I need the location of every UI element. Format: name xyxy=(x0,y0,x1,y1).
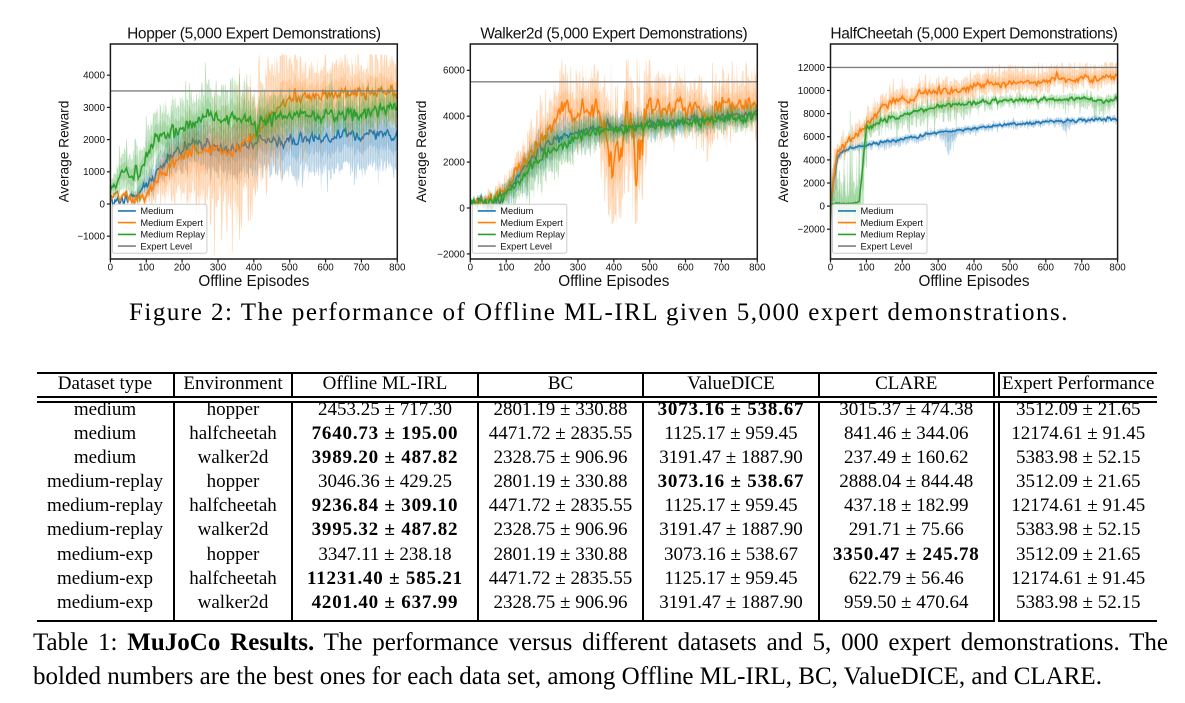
svg-text:2000: 2000 xyxy=(803,178,825,189)
svg-text:4000: 4000 xyxy=(803,155,825,166)
svg-text:Average Reward: Average Reward xyxy=(414,101,429,203)
svg-text:200: 200 xyxy=(174,262,191,273)
svg-text:100: 100 xyxy=(498,262,515,273)
svg-text:−2000: −2000 xyxy=(437,249,465,260)
svg-text:2000: 2000 xyxy=(443,158,465,169)
svg-text:Medium: Medium xyxy=(140,206,173,216)
svg-text:Medium Expert: Medium Expert xyxy=(861,218,924,228)
svg-text:0: 0 xyxy=(459,203,465,214)
svg-text:Expert Level: Expert Level xyxy=(140,241,192,251)
svg-text:Hopper (5,000 Expert Demonstra: Hopper (5,000 Expert Demonstrations) xyxy=(127,26,381,43)
svg-text:100: 100 xyxy=(858,262,875,273)
svg-text:12000: 12000 xyxy=(798,63,826,74)
svg-text:0: 0 xyxy=(820,202,826,213)
svg-text:300: 300 xyxy=(930,262,947,273)
svg-text:0: 0 xyxy=(828,262,834,273)
svg-text:400: 400 xyxy=(606,262,623,273)
svg-text:Medium Replay: Medium Replay xyxy=(500,230,565,240)
svg-text:Walker2d (5,000 Expert Demonst: Walker2d (5,000 Expert Demonstrations) xyxy=(480,26,747,43)
svg-text:Medium: Medium xyxy=(861,206,894,216)
svg-text:Expert Level: Expert Level xyxy=(500,241,552,251)
svg-text:Offline Episodes: Offline Episodes xyxy=(918,273,1029,290)
svg-text:4000: 4000 xyxy=(83,71,105,82)
svg-text:Average Reward: Average Reward xyxy=(776,101,791,203)
svg-text:500: 500 xyxy=(1002,262,1019,273)
svg-text:300: 300 xyxy=(210,262,227,273)
svg-text:Offline Episodes: Offline Episodes xyxy=(198,273,309,290)
svg-text:800: 800 xyxy=(749,262,766,273)
svg-text:8000: 8000 xyxy=(803,109,825,120)
svg-text:Expert Level: Expert Level xyxy=(861,241,913,251)
svg-text:−1000: −1000 xyxy=(77,232,105,243)
svg-text:300: 300 xyxy=(570,262,587,273)
svg-text:400: 400 xyxy=(966,262,983,273)
svg-text:800: 800 xyxy=(389,262,406,273)
svg-text:600: 600 xyxy=(677,262,694,273)
svg-text:−2000: −2000 xyxy=(797,225,825,236)
svg-text:700: 700 xyxy=(1074,262,1091,273)
svg-text:6000: 6000 xyxy=(443,66,465,77)
svg-text:100: 100 xyxy=(138,262,155,273)
svg-text:0: 0 xyxy=(99,199,105,210)
svg-text:2000: 2000 xyxy=(83,135,105,146)
svg-text:Offline Episodes: Offline Episodes xyxy=(558,273,669,290)
svg-text:Medium: Medium xyxy=(500,206,533,216)
svg-text:400: 400 xyxy=(246,262,263,273)
svg-text:0: 0 xyxy=(108,262,114,273)
svg-text:Medium Replay: Medium Replay xyxy=(861,230,926,240)
svg-text:6000: 6000 xyxy=(803,132,825,143)
svg-text:600: 600 xyxy=(1038,262,1055,273)
svg-text:800: 800 xyxy=(1109,262,1126,273)
svg-text:Medium Expert: Medium Expert xyxy=(500,218,563,228)
svg-text:4000: 4000 xyxy=(443,112,465,123)
svg-text:200: 200 xyxy=(534,262,551,273)
svg-text:700: 700 xyxy=(713,262,730,273)
svg-text:200: 200 xyxy=(894,262,911,273)
svg-text:700: 700 xyxy=(353,262,370,273)
svg-text:Medium Replay: Medium Replay xyxy=(140,230,205,240)
svg-text:Medium Expert: Medium Expert xyxy=(140,218,203,228)
svg-text:3000: 3000 xyxy=(83,103,105,114)
svg-text:500: 500 xyxy=(642,262,659,273)
svg-text:0: 0 xyxy=(468,262,474,273)
svg-text:HalfCheetah (5,000 Expert Demo: HalfCheetah (5,000 Expert Demonstrations… xyxy=(830,26,1117,43)
svg-text:Average Reward: Average Reward xyxy=(56,101,71,203)
svg-text:10000: 10000 xyxy=(798,86,826,97)
svg-text:1000: 1000 xyxy=(83,167,105,178)
svg-text:500: 500 xyxy=(282,262,299,273)
svg-text:600: 600 xyxy=(317,262,334,273)
